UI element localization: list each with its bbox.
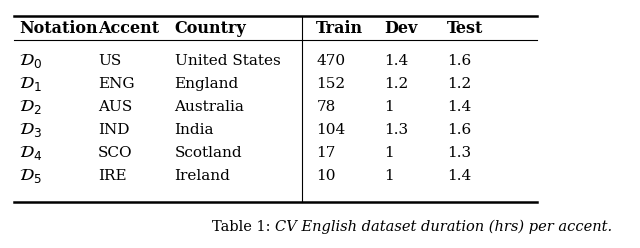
Text: Scotland: Scotland <box>175 146 242 160</box>
Text: Dev: Dev <box>385 20 418 37</box>
Text: 78: 78 <box>316 100 335 114</box>
Text: 1: 1 <box>385 146 394 160</box>
Text: $\mathcal{D}_5$: $\mathcal{D}_5$ <box>19 167 42 185</box>
Text: Accent: Accent <box>98 20 159 37</box>
Text: $\mathcal{D}_0$: $\mathcal{D}_0$ <box>19 52 42 70</box>
Text: IND: IND <box>98 123 130 137</box>
Text: $\mathcal{D}_4$: $\mathcal{D}_4$ <box>19 144 42 162</box>
Text: 1.3: 1.3 <box>385 123 408 137</box>
Text: England: England <box>175 77 239 91</box>
Text: 1.2: 1.2 <box>385 77 409 91</box>
Text: $\mathcal{D}_2$: $\mathcal{D}_2$ <box>19 98 42 116</box>
Text: Australia: Australia <box>175 100 244 114</box>
Text: $\mathcal{D}_1$: $\mathcal{D}_1$ <box>19 75 42 93</box>
Text: India: India <box>175 123 214 137</box>
Text: Ireland: Ireland <box>175 169 230 183</box>
Text: Table 1:: Table 1: <box>212 220 275 234</box>
Text: Test: Test <box>447 20 484 37</box>
Text: 1.6: 1.6 <box>447 123 472 137</box>
Text: 152: 152 <box>316 77 346 91</box>
Text: United States: United States <box>175 54 280 68</box>
Text: 104: 104 <box>316 123 346 137</box>
Text: 1.4: 1.4 <box>447 169 472 183</box>
Text: 1: 1 <box>385 169 394 183</box>
Text: SCO: SCO <box>98 146 133 160</box>
Text: Train: Train <box>316 20 364 37</box>
Text: 1.4: 1.4 <box>447 100 472 114</box>
Text: 17: 17 <box>316 146 336 160</box>
Text: Country: Country <box>175 20 246 37</box>
Text: US: US <box>98 54 122 68</box>
Text: IRE: IRE <box>98 169 127 183</box>
Text: ENG: ENG <box>98 77 135 91</box>
Text: 1.3: 1.3 <box>447 146 471 160</box>
Text: AUS: AUS <box>98 100 132 114</box>
Text: 1: 1 <box>385 100 394 114</box>
Text: 10: 10 <box>316 169 336 183</box>
Text: 1.6: 1.6 <box>447 54 472 68</box>
Text: CV English dataset duration (hrs) per accent.: CV English dataset duration (hrs) per ac… <box>275 220 612 234</box>
Text: 1.2: 1.2 <box>447 77 472 91</box>
Text: 1.4: 1.4 <box>385 54 409 68</box>
Text: $\mathcal{D}_3$: $\mathcal{D}_3$ <box>19 121 42 139</box>
Text: Notation: Notation <box>19 20 98 37</box>
Text: 470: 470 <box>316 54 346 68</box>
